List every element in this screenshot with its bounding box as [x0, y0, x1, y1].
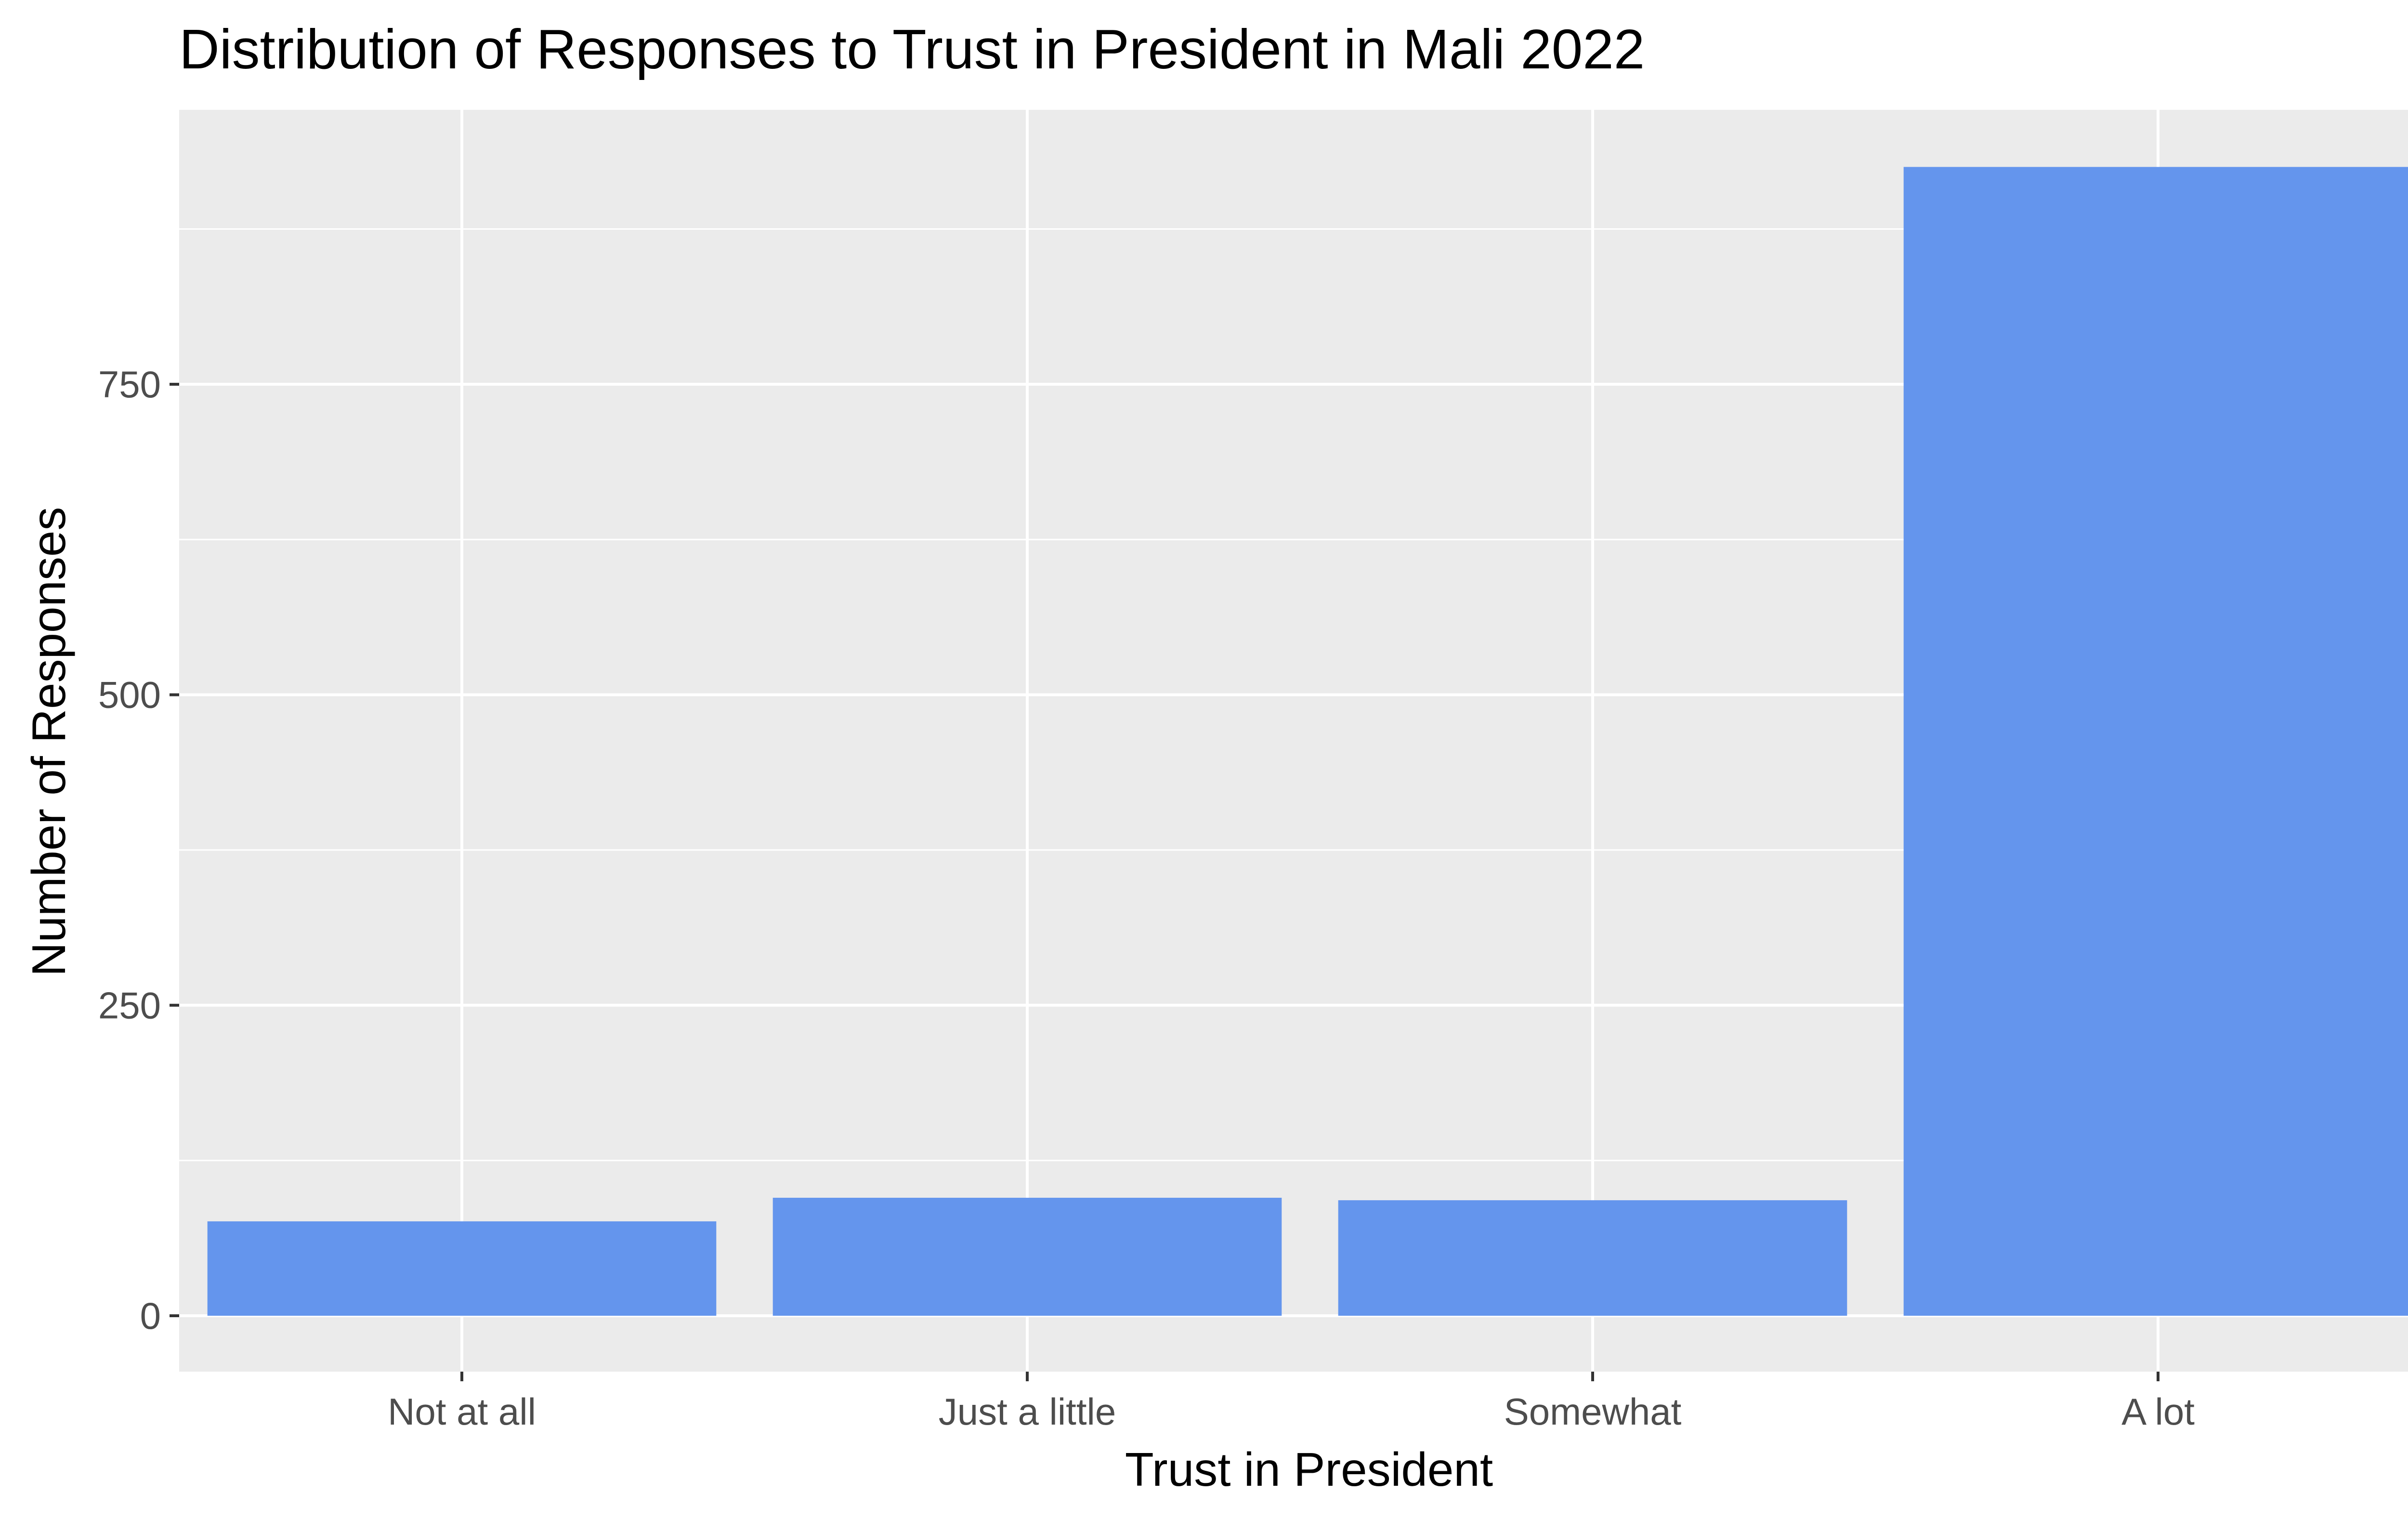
- x-tick-label: Somewhat: [1504, 1390, 1682, 1433]
- bar-just-a-little: [772, 1197, 1282, 1316]
- bars: [207, 167, 2408, 1316]
- x-tick-label: Not at all: [388, 1390, 536, 1433]
- x-axis: Not at all Just a little Somewhat A lot: [388, 1372, 2195, 1433]
- y-axis: 0 250 500 750: [98, 363, 179, 1337]
- y-tick-label: 0: [140, 1295, 161, 1337]
- y-axis-title: Number of Responses: [22, 507, 75, 976]
- bar-somewhat: [1338, 1200, 1847, 1316]
- bar-a-lot: [1903, 167, 2408, 1316]
- y-tick-label: 500: [98, 674, 161, 716]
- x-tick-label: A lot: [2121, 1390, 2195, 1433]
- x-axis-title: Trust in President: [1125, 1443, 1493, 1496]
- y-tick-label: 250: [98, 984, 161, 1026]
- y-tick-label: 750: [98, 363, 161, 406]
- chart-title: Distribution of Responses to Trust in Pr…: [179, 18, 1645, 80]
- bar-not-at-all: [207, 1221, 717, 1316]
- x-tick-label: Just a little: [939, 1390, 1116, 1433]
